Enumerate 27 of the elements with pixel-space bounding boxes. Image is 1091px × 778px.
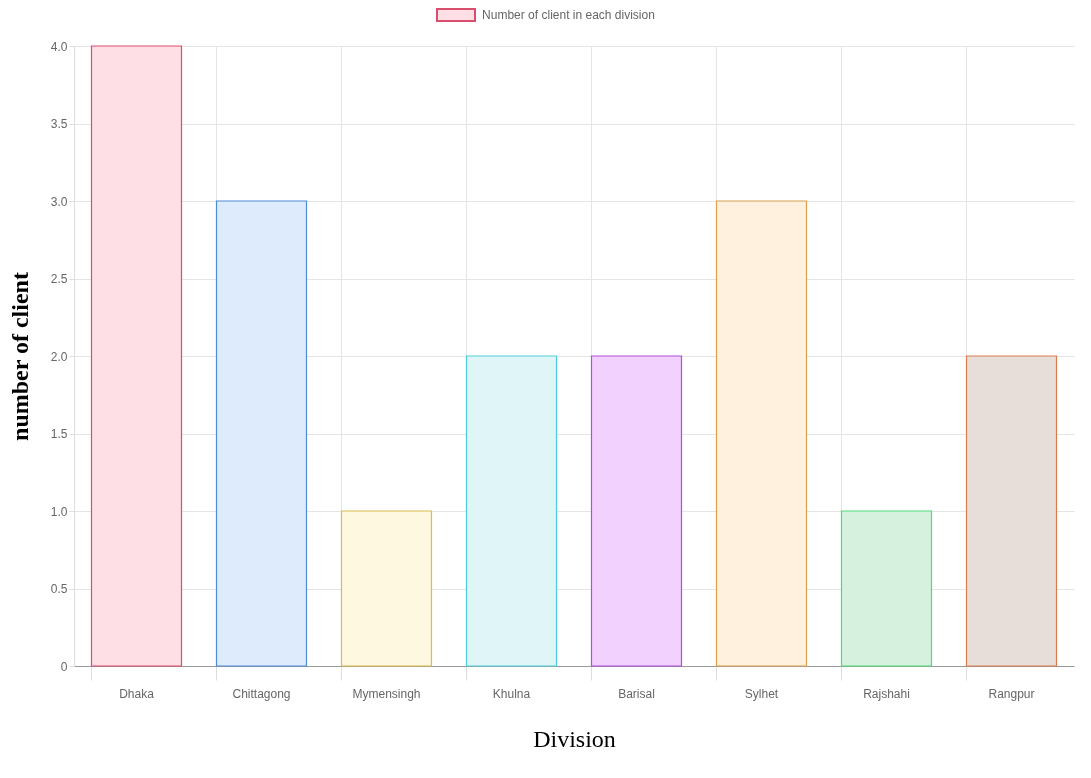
bar: [215, 200, 308, 667]
y-axis-title: number of client: [6, 272, 33, 441]
y-tick-label: 3.0: [50, 194, 68, 209]
y-tick-label: 2.0: [50, 349, 68, 364]
y-tick-label: 1.5: [50, 427, 68, 441]
x-tick-label: Dhaka: [119, 686, 155, 701]
y-tick-label: 0: [60, 659, 68, 674]
y-tick-label: 3.5: [50, 117, 68, 131]
y-tick-label: 0.5: [50, 582, 68, 596]
x-axis-title: Division: [533, 725, 616, 752]
x-tick-label: Khulna: [492, 686, 531, 701]
x-tick-label: Sylhet: [744, 686, 779, 701]
legend-label: Number of client in each division: [482, 8, 655, 22]
bar: [340, 510, 433, 667]
x-tick-label: Mymensingh: [352, 686, 421, 701]
x-tick-label: Barisal: [618, 686, 655, 701]
y-tick-label: 1.0: [50, 504, 68, 519]
bar: [590, 355, 683, 667]
y-tick-label: 2.5: [50, 272, 68, 286]
bar: [840, 510, 933, 667]
x-tick-label: Chittagong: [232, 686, 291, 701]
bar: [90, 45, 183, 667]
bar: [465, 355, 558, 667]
bar: [715, 200, 808, 667]
x-tick-label: Rangpur: [988, 686, 1035, 701]
x-tick-label: Rajshahi: [863, 686, 910, 701]
y-tick-label: 4.0: [50, 39, 68, 54]
